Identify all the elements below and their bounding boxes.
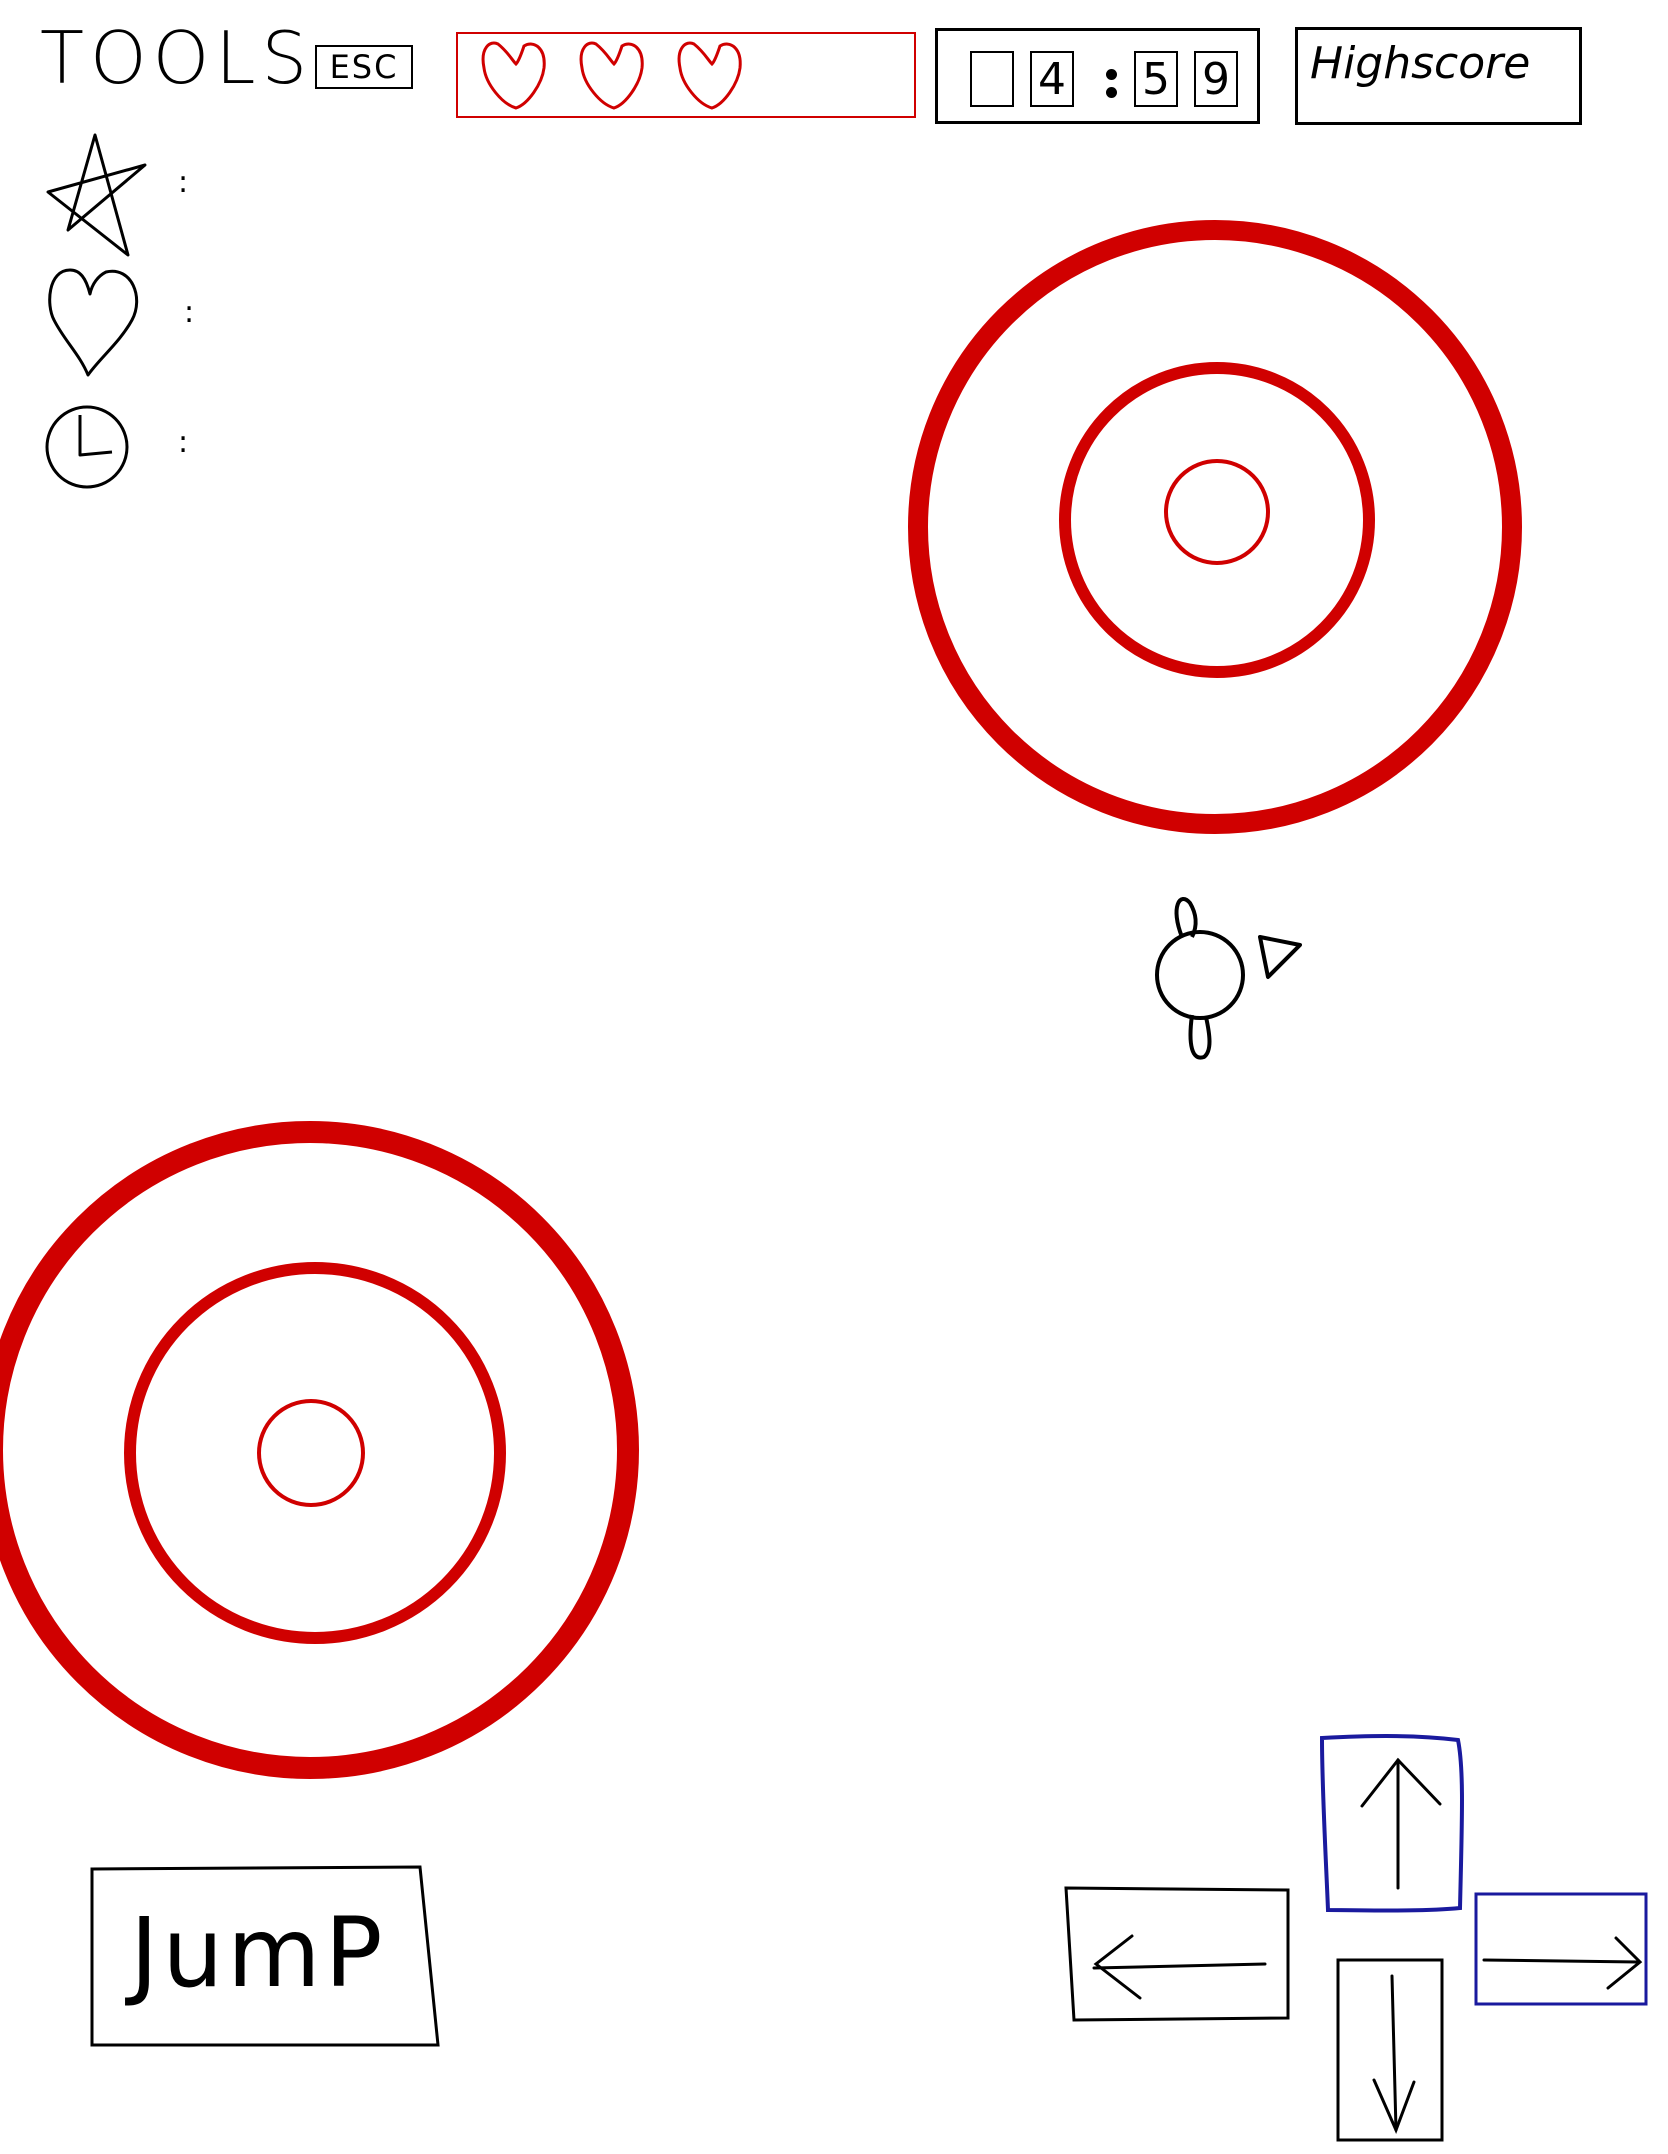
player-character bbox=[1155, 897, 1302, 1060]
player-top-appendage bbox=[1174, 897, 1198, 938]
heart-icon bbox=[579, 41, 644, 110]
target-inner-ring bbox=[1164, 459, 1270, 565]
esc-button[interactable]: ESC bbox=[315, 45, 413, 89]
up-button[interactable] bbox=[1319, 1734, 1464, 1913]
highscore-box: Highscore bbox=[1295, 27, 1582, 125]
dpad-controls bbox=[1064, 1734, 1648, 2142]
lives-display bbox=[456, 32, 916, 118]
player-direction-icon bbox=[1258, 935, 1302, 979]
left-button[interactable] bbox=[1064, 1886, 1290, 2022]
tools-title: TOOLS bbox=[40, 16, 314, 100]
player-bottom-appendage bbox=[1188, 1014, 1212, 1060]
tool-heart-separator: : bbox=[184, 295, 195, 330]
target-middle-ring bbox=[124, 1262, 506, 1644]
arrow-up-icon bbox=[1360, 1757, 1442, 1890]
timer-digit: 9 bbox=[1194, 51, 1238, 107]
target-lower[interactable] bbox=[0, 1115, 650, 1795]
target-outer-ring bbox=[0, 1121, 639, 1779]
target-upper[interactable] bbox=[905, 220, 1525, 840]
timer-digit: 5 bbox=[1134, 51, 1178, 107]
target-middle-ring bbox=[1059, 362, 1375, 678]
timer-colon bbox=[1106, 87, 1117, 98]
jump-button[interactable]: JumP bbox=[90, 1865, 440, 2047]
timer-digit bbox=[970, 51, 1014, 107]
arrow-down-icon bbox=[1372, 1974, 1416, 2134]
clock-icon bbox=[45, 405, 129, 489]
heart-icon bbox=[481, 41, 546, 110]
target-outer-ring bbox=[908, 220, 1522, 834]
timer-digit: 4 bbox=[1030, 51, 1074, 107]
tool-clock-separator: : bbox=[178, 425, 189, 460]
arrow-right-icon bbox=[1482, 1936, 1643, 1990]
jump-button-frame bbox=[90, 1865, 440, 2047]
heart-icon bbox=[48, 268, 139, 377]
timer-display: 4 5 9 bbox=[935, 28, 1260, 124]
target-inner-ring bbox=[257, 1399, 365, 1507]
lives-hearts bbox=[481, 41, 742, 110]
right-button[interactable] bbox=[1474, 1892, 1648, 2006]
player-body bbox=[1155, 930, 1245, 1020]
jump-button-label: JumP bbox=[130, 1897, 387, 2009]
arrow-left-icon bbox=[1092, 1934, 1267, 2000]
heart-icon bbox=[677, 41, 742, 110]
timer-colon bbox=[1106, 69, 1117, 80]
down-button[interactable] bbox=[1336, 1958, 1444, 2142]
tools-list bbox=[45, 133, 147, 489]
star-icon bbox=[46, 133, 147, 257]
tool-star-separator: : bbox=[178, 165, 189, 200]
